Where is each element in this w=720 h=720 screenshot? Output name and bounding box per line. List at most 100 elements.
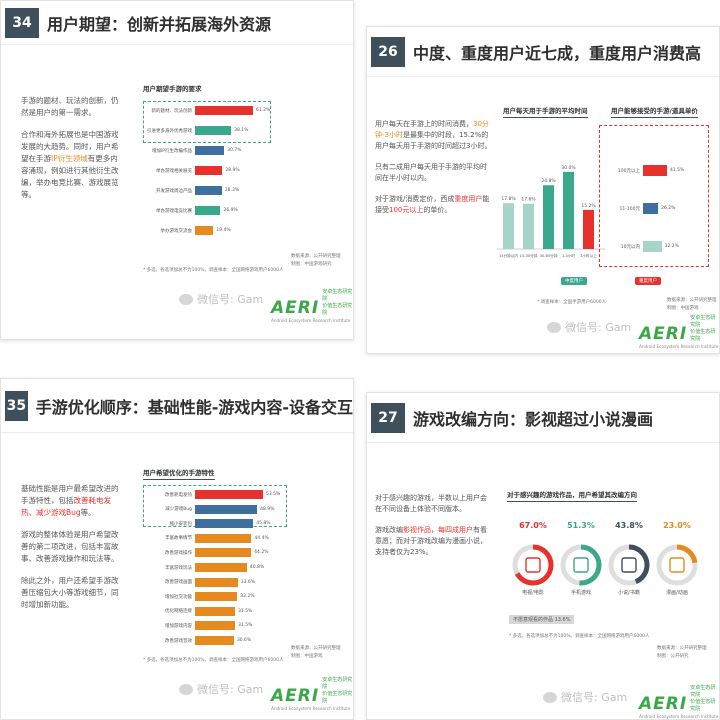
slide-title-bar: 27 游戏改编方向：影视超过小说漫画: [367, 393, 719, 443]
bar-row: 举办游戏电竞比赛 26.9%: [145, 205, 238, 216]
media-icon: [669, 557, 685, 573]
chart-footnote: * 多选，各选项加总不为100%。调查样本：全国网络游戏用户6000人: [143, 658, 284, 663]
slide-title: 游戏改编方向：影视超过小说漫画: [413, 409, 654, 429]
bar-row: 改善游戏画面 33.6%: [145, 577, 255, 588]
bar-value-label: 30.7%: [227, 148, 242, 153]
donut-slice: [512, 544, 554, 586]
bar-label: 丰富故事情节: [165, 536, 192, 542]
donut-category-label: 漫画/动画: [666, 590, 688, 596]
donut-category-label: 手机游戏: [570, 590, 591, 596]
bar-value-label: 38.1%: [234, 128, 249, 133]
bar-label: 100元以上: [617, 168, 640, 174]
bar: [195, 563, 247, 572]
donut-value-label: 67.0%: [519, 521, 547, 530]
donut: [560, 544, 602, 586]
media-icon: [525, 557, 541, 573]
bar-label: 改善游戏操作: [165, 550, 192, 556]
bar-value-label: 30.0%: [561, 165, 576, 171]
wechat-icon: [547, 321, 561, 333]
aeri-logo: AERI 安卓生态研究院 价值生态研究院 Android Ecosystem Res…: [639, 315, 719, 349]
data-source: 数据来源：公开研究整理 制图：中国游戏: [291, 646, 341, 659]
chart-footnote: * 多选，各选项加总不为100%。调查样本：全国网络游戏用户6000人: [509, 634, 650, 639]
slide-34: 34 用户期望：创新并拓展海外资源 手游的题材、玩法的创新，仍然是用户的第一需求…: [0, 0, 354, 340]
chart-title: 用户每天用于手游的平均时间: [503, 105, 588, 118]
slide-number: 26: [371, 36, 405, 67]
aeri-logo: AERI 安卓生态研究院 价值生态研究院 Android Ecosystem Res…: [271, 289, 353, 323]
tick-label: 30-60分钟: [540, 253, 558, 258]
bar-value-label: 48.9%: [260, 506, 275, 512]
chart-footnote: * 调查样本：全国手游用户6000人: [537, 300, 607, 305]
bar-value-label: 28.3%: [224, 188, 240, 193]
bar: [195, 533, 252, 543]
bar-row: 开发游戏周边产品 28.3%: [145, 185, 239, 196]
chart-title: 用户希望优化的手游特性: [143, 467, 215, 480]
media-icon: [621, 557, 637, 573]
wechat-watermark: 微信号: Gam: [547, 319, 631, 335]
bar-value-label: 30.6%: [236, 638, 252, 643]
bar-label: 10元以内: [620, 244, 640, 250]
slide-body-text: 用户每天在手游上的时间消费，30分钟-3小时是最集中的时段，15.2%的用户每天…: [375, 119, 493, 226]
highlight-frame: [143, 101, 271, 143]
bar: [195, 621, 236, 631]
bar-row: 举办游戏交流会 19.4%: [145, 225, 231, 236]
slide-number: 27: [371, 402, 405, 433]
bar-row: 新的题材、玩法创新 61.2%: [145, 105, 270, 116]
bar-value-label: 26.9%: [223, 208, 238, 213]
bar-label: 改善耗电发热: [165, 492, 192, 498]
tick-label: 3小时以上: [580, 253, 597, 258]
slide-title-bar: 26 中度、重度用户近七成，重度用户消费高: [367, 27, 719, 77]
donut-value-label: 43.8%: [615, 521, 643, 530]
bar-label: 新的题材、玩法创新: [151, 108, 193, 114]
bar: [195, 577, 238, 587]
bar: [195, 126, 232, 135]
chart-vertical-bars: 17.8% 15分钟以内 17.6% 15-30分钟 24.8% 30-60分钟 30.0%…: [497, 165, 605, 258]
bar: [195, 186, 222, 195]
paragraph: 只有二成用户每天用于手游的平均时间在半小时以内。: [375, 163, 487, 182]
bar-value-label: 33.2%: [240, 594, 255, 600]
paragraph: 游戏的整体体验是用户希望改善的第二项改进，包括丰富故事、改善游戏操作和玩法等。: [21, 530, 119, 563]
bar: [563, 171, 574, 249]
bar-row: 改善游戏音效 30.6%: [145, 635, 251, 646]
donut-value-label: 51.3%: [567, 521, 595, 530]
donut-value-label: 23.0%: [663, 521, 691, 530]
bar: [195, 166, 223, 175]
media-icon: [573, 557, 589, 573]
bar-value-label: 45.8%: [256, 521, 271, 527]
aeri-logo: AERI 安卓生态研究院 价值生态研究院 Android Ecosystem Res…: [271, 677, 353, 711]
donut-slice: [656, 544, 698, 586]
bar-value-label: 28.9%: [225, 168, 240, 173]
data-source: 数据来源：公开研究整理 制图：中国游戏研究: [291, 254, 341, 267]
bar-label: 11-100元: [619, 206, 640, 212]
bar-label: 改善游戏画面: [165, 580, 192, 586]
slide-26: 26 中度、重度用户近七成，重度用户消费高 用户每天在手游上的时间消费，30分钟…: [366, 26, 720, 354]
bar-row: 引进更多海外优秀游戏 38.1%: [145, 125, 248, 136]
bar-value-label: 41.5%: [670, 168, 685, 173]
bar: [643, 241, 662, 252]
wechat-watermark: 微信号: Gam: [543, 689, 627, 705]
bar: [195, 519, 254, 529]
bar-value-label: 32.2%: [664, 244, 679, 249]
bar-value-label: 19.4%: [216, 228, 231, 233]
donut-slice: [560, 544, 602, 586]
slide-35: 35 手游优化顺序：基础性能-游戏内容-设备交互 基础性能是用户最希望改进的手游…: [0, 378, 354, 720]
bar-value-label: 26.2%: [661, 206, 676, 211]
bar-row: 10元以内 32.2%: [603, 241, 679, 252]
bar: [195, 206, 221, 215]
bar-value-label: 15.2%: [581, 203, 596, 209]
bar-label: 举办游戏电竞比赛: [156, 208, 192, 214]
chart-footnote: * 多选，各选项加总不为100%。调查样本：全国网络游戏用户6000人: [143, 268, 284, 273]
bar: [543, 185, 554, 249]
bar-row: 100元以上 41.5%: [603, 165, 684, 176]
bar-value-label: 40.8%: [249, 565, 265, 570]
slide-body-text: 对于感兴趣的游戏，半数以上用户会在不同设备上体验不同版本。 游戏改编影视作品，每…: [375, 493, 493, 568]
slide-title: 用户期望：创新并拓展海外资源: [47, 14, 272, 34]
slide-title-bar: 34 用户期望：创新并拓展海外资源: [1, 1, 353, 45]
bar-label: 缩小安装包: [169, 521, 193, 527]
bar-value-label: 31.5%: [238, 608, 253, 614]
segment-badge: 中度用户: [561, 277, 587, 285]
bar: [523, 203, 534, 249]
bar-row: 丰富故事情节 44.4%: [145, 533, 269, 544]
bar-label: 增加社交功能: [165, 594, 192, 600]
bar: [195, 146, 225, 155]
bar-value-label: 61.2%: [256, 108, 271, 113]
